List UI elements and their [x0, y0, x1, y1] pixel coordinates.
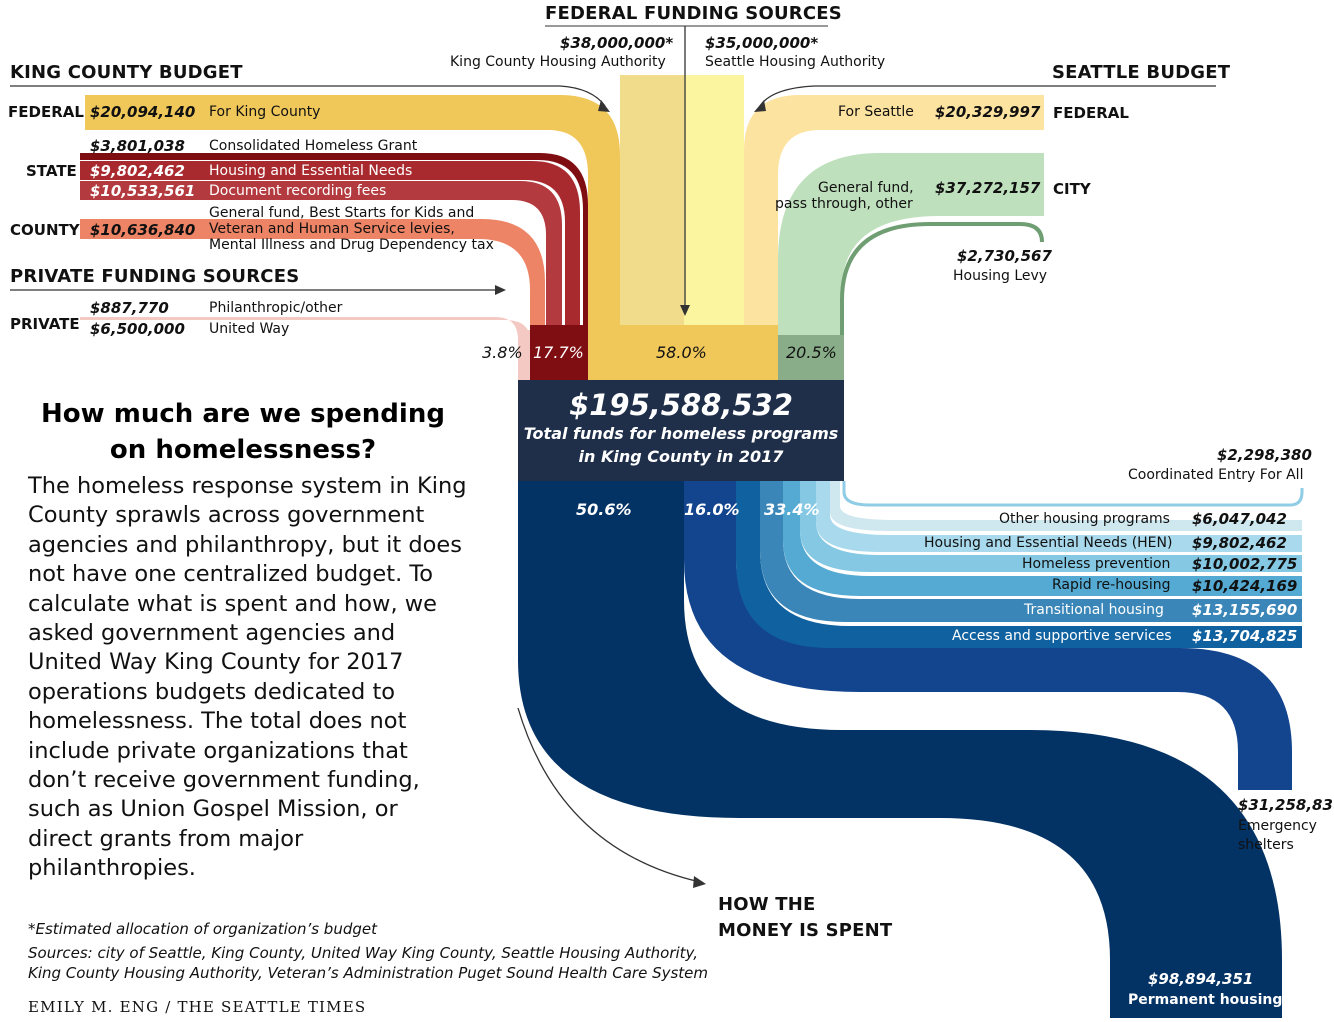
city-label-line-2: pass through, other [775, 196, 913, 212]
share-shelters: 16.0% [684, 500, 740, 519]
story-body: The homeless response system in King Cou… [28, 473, 467, 882]
sha-label: Seattle Housing Authority [705, 54, 886, 70]
county-amount: $10,636,840 [90, 221, 196, 239]
kc-federal-flow [85, 95, 620, 380]
hen-out-amount: $9,802,462 [1192, 534, 1287, 552]
total-box: $195,588,532 Total funds for homeless pr… [518, 380, 844, 481]
rapid-rehousing-flow [783, 481, 1302, 596]
shelters-amount: $31,258,837 [1238, 796, 1334, 814]
share-other-programs: 33.4% [764, 500, 820, 519]
share-private: 3.8% [482, 343, 523, 362]
kc-federal-amount: $20,094,140 [90, 103, 196, 121]
king-county-budget-heading: KING COUNTY BUDGET [10, 62, 243, 83]
sea-federal-amount: $20,329,997 [935, 103, 1041, 121]
kcha-label: King County Housing Authority [450, 54, 666, 70]
coordinated-entry-flow [842, 481, 1304, 507]
kc-federal-label: For King County [209, 104, 321, 120]
access-services-amount: $13,704,825 [1192, 627, 1298, 645]
other-housing-amount: $6,047,042 [1192, 510, 1287, 528]
access-services-flow [736, 481, 1302, 648]
housing-levy-flow [840, 222, 1044, 380]
headline-line-1: How much are we spending [41, 399, 445, 429]
kcha-amount: $38,000,000* [560, 34, 674, 52]
hen-label: Housing and Essential Needs [209, 163, 413, 179]
headline: How much are we spending on homelessness… [30, 396, 456, 468]
prevention-flow [800, 481, 1302, 572]
shelters-label-line-1: Emergency [1238, 818, 1317, 834]
sha-amount: $35,000,000* [705, 34, 819, 52]
category-county: COUNTY [10, 221, 80, 239]
other-housing-flow [830, 481, 1302, 531]
category-federal-left: FEDERAL [8, 103, 84, 121]
coordinated-entry-amount: $2,298,380 [1217, 446, 1312, 464]
private-merge [518, 330, 530, 380]
footnote-estimate: *Estimated allocation of organization’s … [28, 920, 377, 938]
philanthropic-label: Philanthropic/other [209, 300, 343, 316]
transitional-label: Transitional housing [1024, 602, 1164, 618]
other-housing-label: Other housing programs [999, 511, 1170, 527]
county-label-line-2: Veteran and Human Service levies, [209, 221, 455, 237]
permanent-amount: $98,894,351 [1148, 970, 1254, 988]
share-seattle: 20.5% [786, 343, 837, 362]
housing-levy-amount: $2,730,567 [957, 247, 1052, 265]
united-way-label: United Way [209, 321, 290, 337]
city-amount: $37,272,157 [935, 179, 1041, 197]
access-services-label: Access and supportive services [952, 628, 1172, 644]
total-amount: $195,588,532 [569, 388, 793, 422]
share-permanent: 50.6% [576, 500, 632, 519]
how-spent-line-1: HOW THE [718, 894, 816, 915]
city-flow [778, 153, 1044, 380]
county-label-line-1: General fund, Best Starts for Kids and [209, 205, 475, 221]
hen-out-flow [816, 481, 1302, 552]
chg-amount: $3,801,038 [90, 137, 185, 155]
county-label-line-3: Mental Illness and Drug Dependency tax [209, 237, 494, 253]
arrow-heads [495, 100, 766, 888]
federal-merge [588, 325, 778, 380]
total-line-2: in King County in 2017 [578, 447, 784, 466]
county-flow [80, 219, 545, 380]
federal-sources-heading: FEDERAL FUNDING SOURCES [545, 3, 842, 24]
category-city: CITY [1053, 180, 1091, 198]
category-state: STATE [26, 162, 77, 180]
seattle-budget-heading: SEATTLE BUDGET [1052, 62, 1231, 83]
category-federal-right: FEDERAL [1053, 104, 1129, 122]
permanent-housing-flow [518, 481, 1282, 1018]
sea-federal-label: For Seattle [838, 104, 914, 120]
prevention-label: Homeless prevention [1022, 556, 1171, 572]
fees-label: Document recording fees [209, 183, 387, 199]
fees-amount: $10,533,561 [90, 182, 196, 200]
coordinated-entry-label: Coordinated Entry For All [1128, 467, 1304, 483]
sources-line-2: King County Housing Authority, Veteran’s… [28, 964, 709, 982]
state-county-merge [530, 325, 588, 380]
transitional-amount: $13,155,690 [1192, 601, 1298, 619]
prevention-amount: $10,002,775 [1192, 555, 1298, 573]
housing-levy-label: Housing Levy [953, 268, 1048, 284]
united-way-amount: $6,500,000 [90, 320, 185, 338]
philanthropic-amount: $887,770 [90, 299, 169, 317]
permanent-label: Permanent housing [1128, 992, 1283, 1008]
share-federal: 58.0% [656, 343, 707, 362]
rapid-rehousing-amount: $10,424,169 [1192, 577, 1298, 595]
chg-label: Consolidated Homeless Grant [209, 138, 418, 154]
rapid-rehousing-label: Rapid re-housing [1052, 577, 1171, 593]
seattle-merge [778, 335, 844, 380]
transitional-flow [760, 481, 1302, 622]
total-line-1: Total funds for homeless programs [523, 424, 839, 443]
share-state-county: 17.7% [533, 343, 584, 362]
headline-line-2: on homelessness? [109, 435, 377, 465]
hen-out-label: Housing and Essential Needs (HEN) [924, 535, 1173, 551]
credit-line: EMILY M. ENG / THE SEATTLE TIMES [28, 998, 367, 1016]
private-sources-heading: PRIVATE FUNDING SOURCES [10, 266, 300, 287]
hen-amount: $9,802,462 [90, 162, 185, 180]
sources-line-1: Sources: city of Seattle, King County, U… [28, 944, 699, 962]
city-label-line-1: General fund, [818, 180, 914, 196]
category-private: PRIVATE [10, 315, 80, 333]
how-spent-line-2: MONEY IS SPENT [718, 920, 893, 941]
shelters-label-line-2: shelters [1238, 837, 1294, 853]
